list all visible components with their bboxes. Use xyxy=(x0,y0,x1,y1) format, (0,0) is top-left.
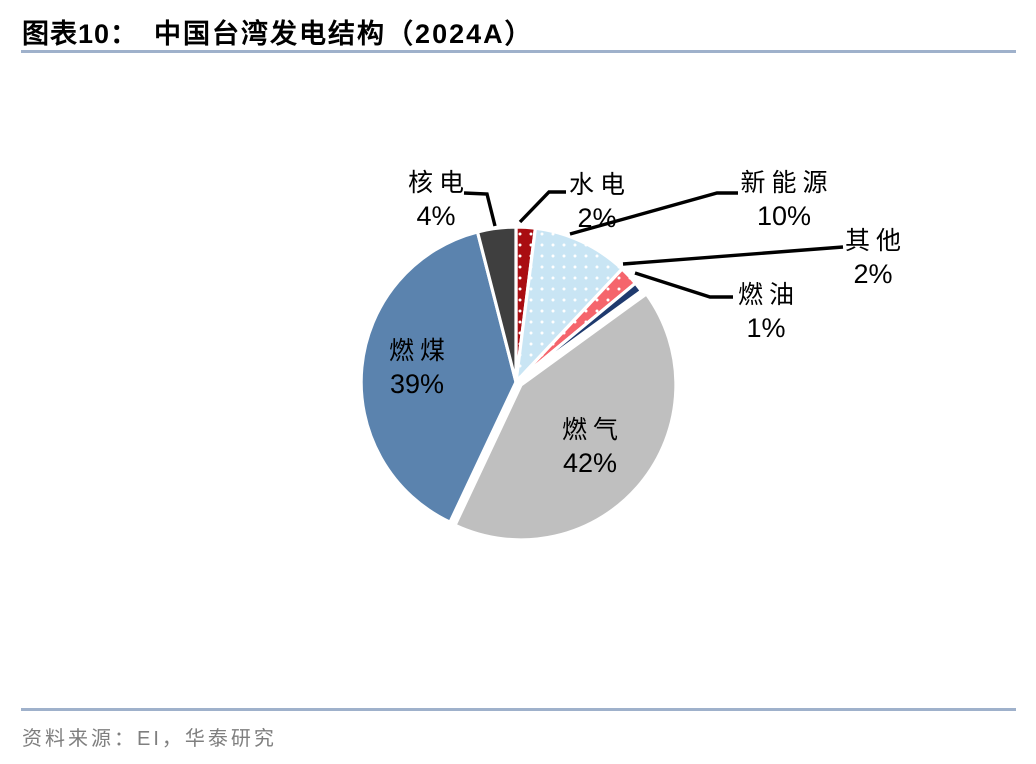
slice-label-fuel-oil: 燃油 1% xyxy=(732,278,800,345)
slice-value: 10% xyxy=(756,201,812,231)
title-divider xyxy=(21,50,1016,53)
slice-label-gas: 燃气 42% xyxy=(556,413,624,480)
pie-slice-fuel-oil xyxy=(514,281,643,384)
slice-value: 2% xyxy=(577,203,617,233)
leader-line-fuel-oil xyxy=(634,271,733,299)
figure-number: 图表10： xyxy=(22,19,139,49)
pie-slice-nuclear xyxy=(475,225,518,384)
slice-value: 2% xyxy=(853,259,893,289)
pie-slice-gas xyxy=(453,292,678,542)
footer-divider xyxy=(21,708,1016,711)
slice-name: 水电 xyxy=(568,171,632,199)
slice-label-hydro: 水电 2% xyxy=(563,168,631,235)
leader-line-renewables xyxy=(569,191,738,236)
slice-name: 其他 xyxy=(844,227,908,255)
slice-value: 1% xyxy=(746,313,786,343)
leader-line-other xyxy=(622,245,844,266)
slice-label-coal: 燃煤 39% xyxy=(383,334,451,401)
slice-label-renewables: 新能源 10% xyxy=(734,166,833,233)
slice-name: 燃煤 xyxy=(388,337,452,365)
slice-name: 燃气 xyxy=(561,416,625,444)
slice-name: 核电 xyxy=(407,169,471,197)
pie-slice-renewables xyxy=(514,226,624,384)
slice-value: 42% xyxy=(562,448,618,478)
slice-label-other: 其他 2% xyxy=(839,224,907,291)
figure-title: 图表10： 中国台湾发电结构（2024A） xyxy=(22,12,534,51)
figure-title-text: 中国台湾发电结构（2024A） xyxy=(154,19,534,49)
pie-slice-coal xyxy=(359,230,518,524)
source-note: 资料来源：EI，华泰研究 xyxy=(22,728,277,750)
slice-value: 4% xyxy=(416,201,456,231)
slice-label-nuclear: 核电 4% xyxy=(402,166,470,233)
slice-name: 燃油 xyxy=(737,281,801,309)
slice-value: 39% xyxy=(389,369,445,399)
leader-line-nuclear xyxy=(463,191,497,227)
slice-name: 新能源 xyxy=(740,169,834,197)
leader-line-hydro xyxy=(518,190,566,224)
